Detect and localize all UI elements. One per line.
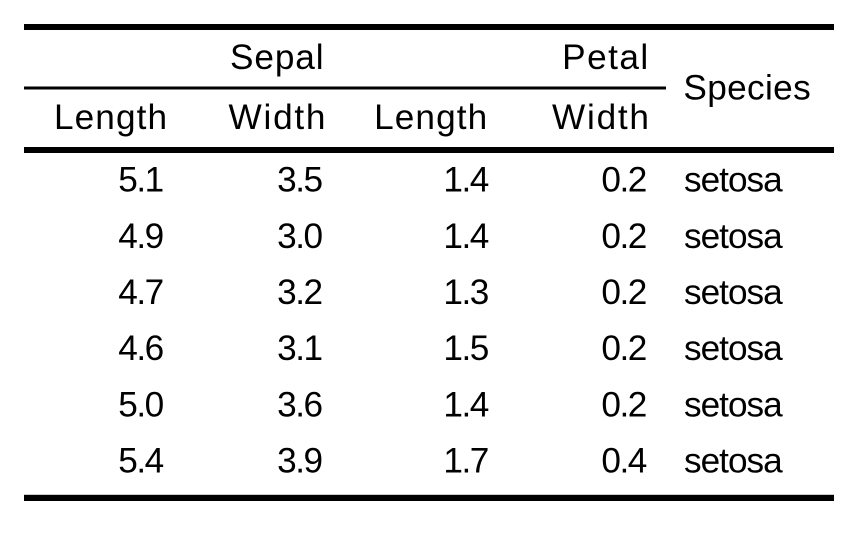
svg-text:Petal: Petal xyxy=(562,38,649,77)
svg-text:3.9: 3.9 xyxy=(277,442,321,481)
svg-text:1.5: 1.5 xyxy=(443,329,488,368)
svg-text:3.6: 3.6 xyxy=(277,385,322,424)
svg-text:1.4: 1.4 xyxy=(443,385,488,424)
svg-text:1.7: 1.7 xyxy=(443,442,487,481)
svg-text:setosa: setosa xyxy=(684,161,783,200)
svg-text:5.0: 5.0 xyxy=(118,385,163,424)
svg-text:Length: Length xyxy=(54,98,168,137)
svg-text:3.2: 3.2 xyxy=(277,273,321,312)
svg-text:Length: Length xyxy=(374,98,488,137)
svg-text:setosa: setosa xyxy=(684,442,783,481)
svg-text:setosa: setosa xyxy=(684,385,783,424)
svg-text:3.5: 3.5 xyxy=(277,161,322,200)
svg-text:0.2: 0.2 xyxy=(601,385,645,424)
svg-text:0.2: 0.2 xyxy=(601,273,645,312)
svg-text:5.4: 5.4 xyxy=(118,442,163,481)
svg-text:0.2: 0.2 xyxy=(601,217,645,256)
svg-text:5.1: 5.1 xyxy=(118,161,162,200)
svg-text:4.7: 4.7 xyxy=(118,273,162,312)
svg-text:Species: Species xyxy=(683,68,811,107)
svg-text:3.0: 3.0 xyxy=(277,217,322,256)
svg-text:0.4: 0.4 xyxy=(601,442,646,481)
svg-text:1.3: 1.3 xyxy=(443,273,488,312)
svg-text:4.6: 4.6 xyxy=(118,329,163,368)
svg-text:1.4: 1.4 xyxy=(443,161,488,200)
svg-text:3.1: 3.1 xyxy=(277,329,321,368)
svg-text:setosa: setosa xyxy=(684,217,783,256)
svg-text:setosa: setosa xyxy=(684,329,783,368)
svg-text:4.9: 4.9 xyxy=(118,217,162,256)
svg-text:Width: Width xyxy=(552,98,651,137)
svg-text:setosa: setosa xyxy=(684,273,783,312)
svg-text:0.2: 0.2 xyxy=(601,329,645,368)
svg-text:1.4: 1.4 xyxy=(443,217,488,256)
svg-text:Sepal: Sepal xyxy=(230,38,325,77)
svg-text:0.2: 0.2 xyxy=(601,161,645,200)
svg-text:Width: Width xyxy=(229,98,328,137)
